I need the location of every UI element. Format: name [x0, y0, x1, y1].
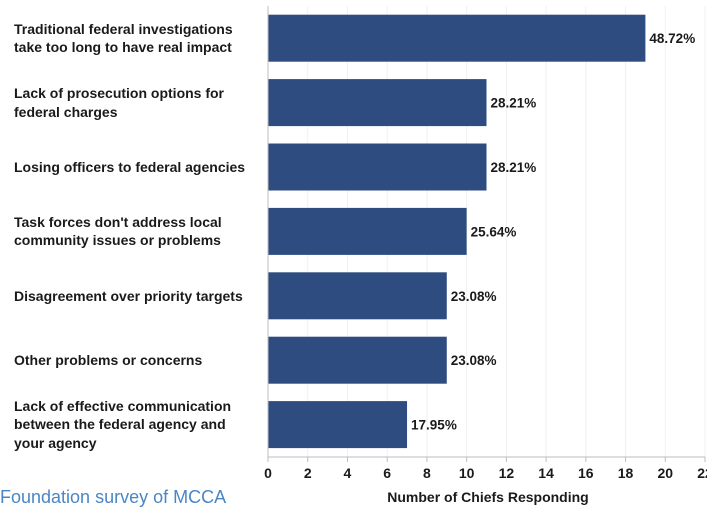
- data-label: 25.64%: [471, 224, 517, 239]
- category-label: Losing officers to federal agencies: [14, 135, 262, 199]
- category-label: Other problems or concerns: [14, 328, 262, 392]
- x-tick-label: 8: [423, 465, 431, 481]
- x-tick-label: 16: [578, 465, 594, 481]
- bar: [268, 272, 447, 320]
- x-tick-label: 20: [657, 465, 673, 481]
- category-label-line: your agency: [14, 434, 97, 451]
- category-label: Task forces don't address local community…: [14, 199, 262, 263]
- bar: [268, 14, 646, 62]
- data-label: 23.08%: [451, 353, 497, 368]
- footer-caption: Foundation survey of MCCA: [0, 487, 227, 507]
- category-label: Lack of effective communication between t…: [14, 392, 262, 456]
- category-label-line: Losing officers to federal agencies: [14, 158, 246, 175]
- bar: [268, 143, 487, 191]
- bars: [268, 14, 646, 449]
- bar: [268, 207, 467, 255]
- bar: [268, 401, 408, 449]
- data-label: 48.72%: [649, 31, 695, 46]
- data-label: 23.08%: [451, 289, 497, 304]
- x-tick-label: 0: [264, 465, 272, 481]
- data-label: 28.21%: [491, 96, 537, 111]
- category-label: Lack of prosecution options for federal c…: [14, 70, 262, 134]
- data-labels: 48.72% 28.21% 28.21% 25.64% 23.08% 23.08% 17.9…: [411, 31, 695, 432]
- category-label-line: Other problems or concerns: [14, 352, 203, 369]
- category-label: Traditional federal investigations take t…: [14, 6, 262, 70]
- x-tick-label: 6: [383, 465, 391, 481]
- x-tick-label: 2: [304, 465, 312, 481]
- x-tick-label: 14: [538, 465, 554, 481]
- x-tick-label: 22: [697, 465, 707, 481]
- x-axis-title: Number of Chiefs Responding: [387, 489, 589, 505]
- x-axis: 0 2 4 6 8 10 12 14 16 18 20 22: [264, 6, 707, 481]
- category-label-line: Lack of prosecution options for: [14, 85, 225, 102]
- category-label-line: between the federal agency and: [14, 416, 226, 433]
- category-label-line: Disagreement over priority targets: [14, 287, 243, 304]
- bar: [268, 79, 487, 127]
- x-tick-label: 4: [344, 465, 352, 481]
- x-tick-label: 10: [459, 465, 475, 481]
- category-label-line: Traditional federal investigations: [14, 21, 233, 37]
- data-label: 28.21%: [491, 160, 537, 175]
- x-tick-label: 18: [618, 465, 634, 481]
- category-label-line: community issues or problems: [14, 232, 221, 249]
- bar: [268, 336, 447, 384]
- x-tick-label: 12: [499, 465, 515, 481]
- category-label-line: federal charges: [14, 103, 118, 120]
- category-label: Disagreement over priority targets: [14, 264, 262, 328]
- category-label-line: Task forces don't address local: [14, 214, 222, 231]
- category-label-line: Lack of effective communication: [14, 398, 232, 415]
- category-label-line: take too long to have real impact: [14, 39, 232, 56]
- data-label: 17.95%: [411, 418, 457, 433]
